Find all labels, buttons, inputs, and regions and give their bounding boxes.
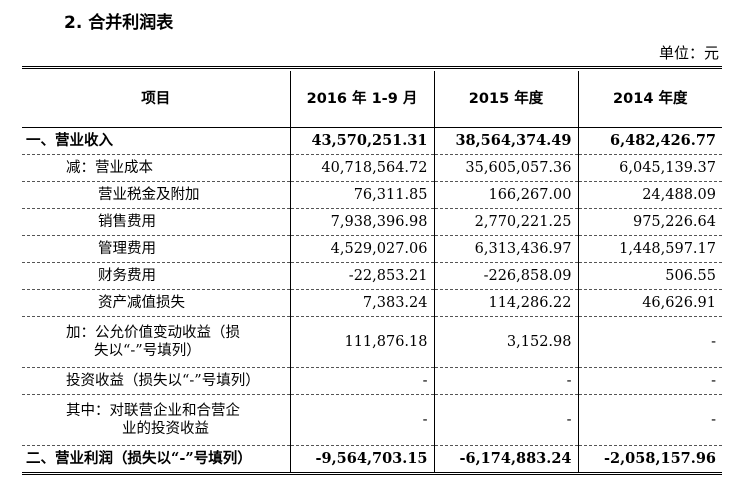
cell-2014: 1,448,597.17 xyxy=(577,235,722,263)
cell-2014: 6,482,426.77 xyxy=(577,127,722,155)
row-label: 二、营业利润（损失以“-”号填列） xyxy=(26,450,252,467)
cell-2016: 40,718,564.72 xyxy=(289,154,434,182)
cell-2016: -22,853.21 xyxy=(289,262,434,290)
header-2016: 2016 年 1-9 月 xyxy=(289,71,434,128)
cell-2016: - xyxy=(289,394,434,446)
table-row: 销售费用 7,938,396.98 2,770,221.25 975,226.6… xyxy=(22,208,722,236)
cell-2016: 4,529,027.06 xyxy=(289,235,434,263)
row-label: 投资收益（损失以“-”号填列） xyxy=(22,367,290,395)
cell-2015: -226,858.09 xyxy=(433,262,578,290)
row-label-line1: 加：公允价值变动收益（损 xyxy=(66,325,240,341)
table-row: 其中：对联营企业和合营企 业的投资收益 - - - xyxy=(22,394,722,446)
cell-2016: 7,938,396.98 xyxy=(289,208,434,236)
section-title: 2. 合并利润表 xyxy=(64,13,174,33)
cell-2014: - xyxy=(577,316,722,368)
cell-2015: -6,174,883.24 xyxy=(433,445,578,472)
row-label-line2: 失以“-”号填列） xyxy=(94,343,201,359)
cell-2015: 35,605,057.36 xyxy=(433,154,578,182)
cell-2015: 6,313,436.97 xyxy=(433,235,578,263)
row-label: 管理费用 xyxy=(22,235,290,263)
row-label: 一、营业收入 xyxy=(22,127,290,155)
table-header-row: 项目 2016 年 1-9 月 2015 年度 2014 年度 xyxy=(22,71,722,128)
income-statement-table-wrapper: 项目 2016 年 1-9 月 2015 年度 2014 年度 一、营业收入 4… xyxy=(22,66,722,475)
cell-2016: 43,570,251.31 xyxy=(289,127,434,155)
cell-2015: 38,564,374.49 xyxy=(433,127,578,155)
cell-2016: 76,311.85 xyxy=(289,181,434,209)
row-label: 财务费用 xyxy=(22,262,290,290)
table-row: 投资收益（损失以“-”号填列） - - - xyxy=(22,367,722,395)
cell-2016: 111,876.18 xyxy=(289,316,434,368)
cell-2016: -9,564,703.15 xyxy=(289,445,434,472)
consolidated-income-statement-table: 项目 2016 年 1-9 月 2015 年度 2014 年度 一、营业收入 4… xyxy=(22,71,722,472)
row-label: 销售费用 xyxy=(22,208,290,236)
cell-2014: 6,045,139.37 xyxy=(577,154,722,182)
cell-2014: -2,058,157.96 xyxy=(577,445,722,472)
table-row: 二、营业利润（损失以“-”号填列） -9,564,703.15 -6,174,8… xyxy=(22,445,722,472)
row-label: 其中：对联营企业和合营企 业的投资收益 xyxy=(22,394,290,446)
cell-2014: 506.55 xyxy=(577,262,722,290)
cell-2014: - xyxy=(577,394,722,446)
row-label-line1: 其中：对联营企业和合营企 xyxy=(66,403,240,419)
row-label: 减：营业成本 xyxy=(22,154,290,182)
table-row: 资产减值损失 7,383.24 114,286.22 46,626.91 xyxy=(22,289,722,317)
cell-2014: - xyxy=(577,367,722,395)
cell-2016: 7,383.24 xyxy=(289,289,434,317)
cell-2015: 114,286.22 xyxy=(433,289,578,317)
header-2014: 2014 年度 xyxy=(577,71,722,128)
row-label-line2: 业的投资收益 xyxy=(122,421,209,437)
cell-2014: 975,226.64 xyxy=(577,208,722,236)
header-item: 项目 xyxy=(22,71,290,128)
cell-2015: 3,152.98 xyxy=(433,316,578,368)
table-row: 加：公允价值变动收益（损 失以“-”号填列） 111,876.18 3,152.… xyxy=(22,316,722,368)
cell-2016: - xyxy=(289,367,434,395)
cell-2015: - xyxy=(433,367,578,395)
cell-2015: 2,770,221.25 xyxy=(433,208,578,236)
table-row: 减：营业成本 40,718,564.72 35,605,057.36 6,045… xyxy=(22,154,722,182)
cell-2015: - xyxy=(433,394,578,446)
table-row: 财务费用 -22,853.21 -226,858.09 506.55 xyxy=(22,262,722,290)
unit-label: 单位：元 xyxy=(658,44,719,62)
row-label: 资产减值损失 xyxy=(22,289,290,317)
header-2015: 2015 年度 xyxy=(433,71,578,128)
table-row: 营业税金及附加 76,311.85 166,267.00 24,488.09 xyxy=(22,181,722,209)
cell-2015: 166,267.00 xyxy=(433,181,578,209)
table-row: 一、营业收入 43,570,251.31 38,564,374.49 6,482… xyxy=(22,127,722,155)
cell-2014: 46,626.91 xyxy=(577,289,722,317)
row-label: 加：公允价值变动收益（损 失以“-”号填列） xyxy=(22,316,290,368)
cell-2014: 24,488.09 xyxy=(577,181,722,209)
table-row: 管理费用 4,529,027.06 6,313,436.97 1,448,597… xyxy=(22,235,722,263)
row-label: 营业税金及附加 xyxy=(22,181,290,209)
